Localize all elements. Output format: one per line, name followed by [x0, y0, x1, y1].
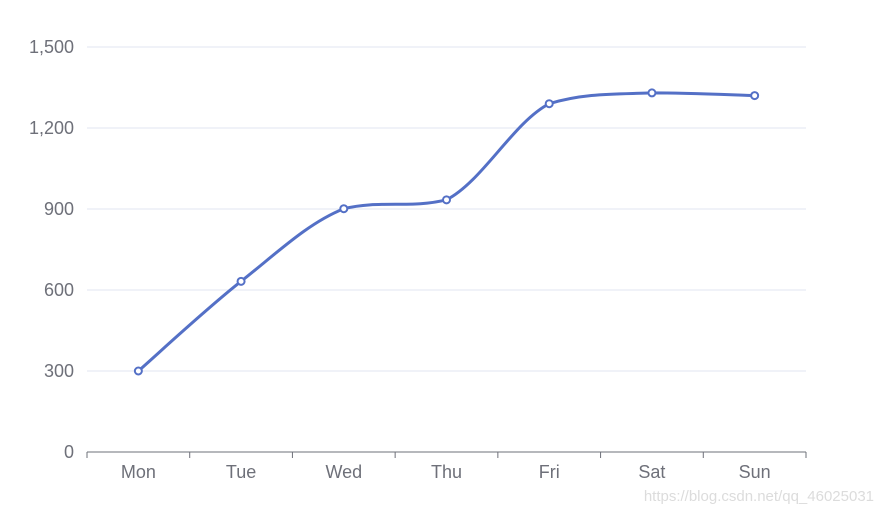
x-tick-label: Fri	[539, 462, 560, 482]
data-point[interactable]	[647, 88, 657, 98]
data-point[interactable]	[750, 91, 760, 101]
series-group	[133, 88, 760, 376]
y-tick-label: 300	[44, 361, 74, 381]
x-axis	[86, 451, 807, 458]
x-tick-label: Sat	[638, 462, 665, 482]
grid-lines	[87, 46, 806, 372]
series-line	[136, 91, 757, 373]
y-tick-label: 900	[44, 199, 74, 219]
x-axis-tick-labels: Mon Tue Wed Thu Fri Sat Sun	[121, 462, 771, 482]
watermark-text: https://blog.csdn.net/qq_46025031	[643, 488, 874, 505]
data-point[interactable]	[133, 366, 143, 376]
data-point[interactable]	[442, 195, 451, 205]
x-tick-label: Mon	[121, 462, 156, 482]
y-tick-label: 1,500	[29, 37, 74, 57]
y-tick-label: 600	[44, 280, 74, 300]
data-point[interactable]	[544, 99, 554, 109]
x-tick-label: Tue	[226, 462, 256, 482]
y-tick-label: 1,200	[29, 118, 74, 138]
data-point[interactable]	[339, 204, 349, 214]
x-tick-label: Thu	[431, 462, 462, 482]
y-axis-tick-labels: 0 300 600 900 1,200 1,500	[29, 37, 74, 462]
x-tick-label: Sun	[739, 462, 771, 482]
y-tick-label: 0	[64, 442, 74, 462]
data-point[interactable]	[236, 276, 246, 286]
x-tick-label: Wed	[325, 462, 362, 482]
